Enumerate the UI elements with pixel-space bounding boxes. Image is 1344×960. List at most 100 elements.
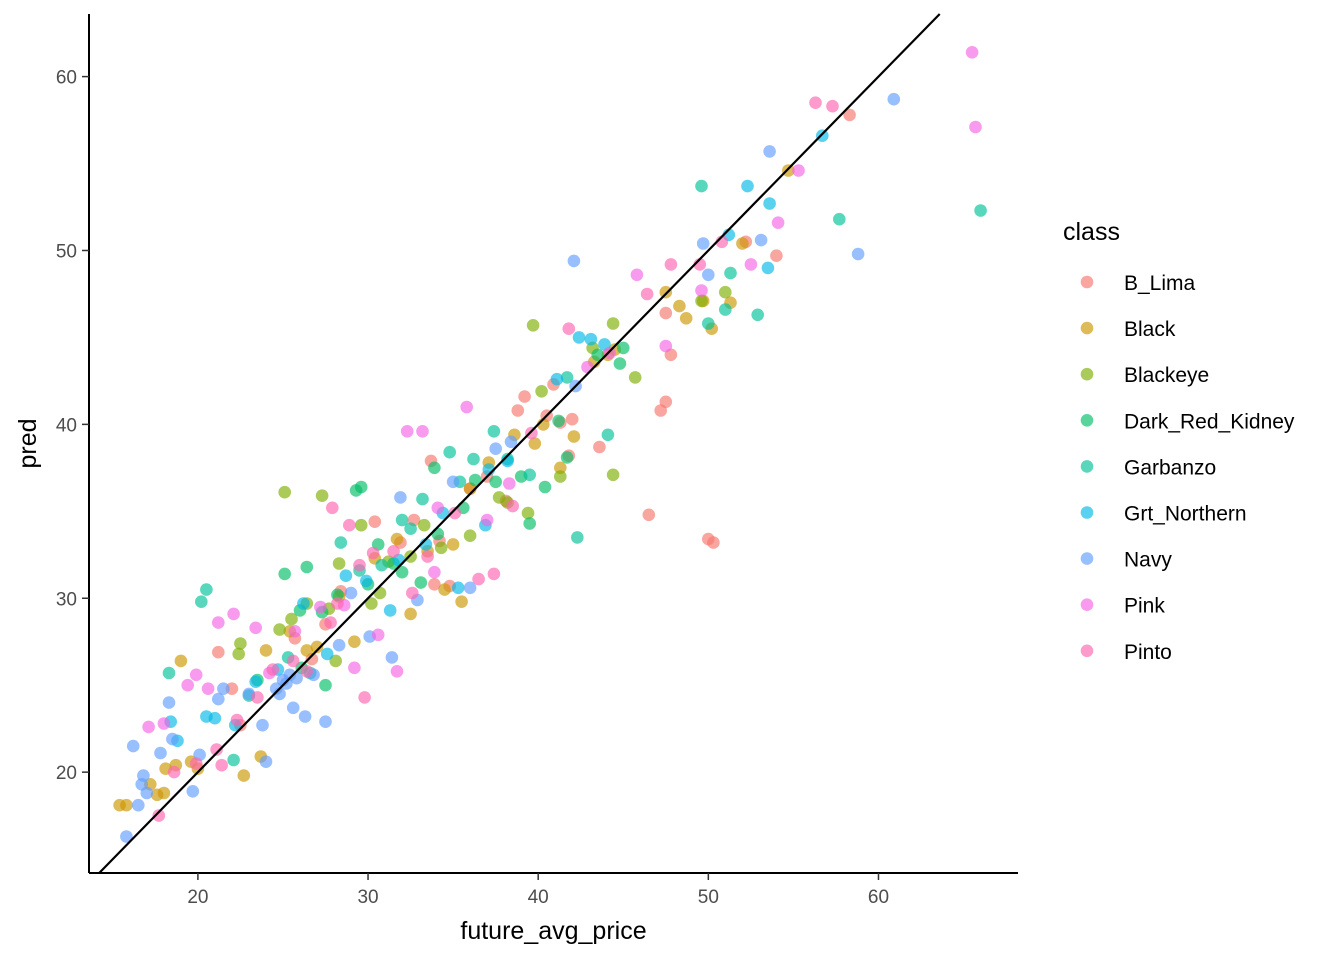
point [455,595,468,608]
legend-key [1080,644,1094,658]
point [212,616,225,629]
point [319,678,332,692]
series-b-lima [212,108,856,732]
point [782,164,795,177]
point [560,451,574,464]
point [387,545,400,558]
point [642,508,656,522]
point [887,92,901,106]
point [591,348,604,362]
point [518,390,531,403]
point [826,99,839,113]
point [354,480,368,494]
legend-item-b-lima: B_Lima [1080,272,1196,295]
y-tick-label: 40 [56,415,77,436]
legend-key [1080,598,1094,611]
point [751,308,764,322]
point [443,445,457,459]
point [251,691,264,704]
point [256,718,269,732]
point [290,671,303,685]
point [719,303,732,316]
point [603,346,616,360]
point [492,491,506,504]
point [137,769,150,782]
legend-label: Pinto [1124,641,1172,664]
point [332,638,346,652]
point [259,755,273,768]
point [300,665,314,678]
point [417,518,431,532]
point [613,357,627,370]
point [673,299,686,313]
point [736,237,749,250]
legend-key [1080,506,1094,519]
x-tick-label: 60 [868,887,889,908]
point [451,581,465,595]
legend: class B_Lima Black Blackeye Dark_Red_Kidney… [1063,218,1295,664]
point [833,212,846,226]
point [383,604,397,617]
point [816,129,829,142]
point [120,830,133,843]
point [969,120,982,134]
point [763,145,776,158]
point [310,640,324,654]
point [266,663,280,676]
point [487,425,501,438]
point [554,461,567,475]
legend-item-pink: Pink [1080,595,1165,618]
legend-key [1080,275,1094,289]
series-navy [120,92,901,843]
point [560,371,574,384]
point [162,666,176,680]
point [654,404,667,417]
point [314,600,327,614]
point [707,536,720,549]
point [200,583,213,596]
point [273,623,286,636]
point [554,470,567,483]
point [348,661,361,675]
point [390,532,404,546]
legend-key [1080,414,1094,427]
point [695,284,708,297]
point [617,341,630,355]
point [460,400,474,414]
point [298,710,312,723]
point [552,414,565,428]
point [526,319,540,332]
point [230,713,244,727]
point [695,294,708,308]
point [550,372,564,386]
point [572,331,586,344]
point [344,586,358,600]
point [428,578,441,591]
legend-item-navy: Navy [1080,549,1172,572]
point [606,317,620,330]
legend-item-blackeye: Blackeye [1080,364,1209,387]
point [659,306,673,320]
point [438,583,451,596]
y-axis-title: pred [14,418,42,468]
point [428,461,441,475]
point [421,550,434,563]
point [339,569,353,582]
point [285,612,298,626]
point [664,258,678,271]
point [142,720,155,734]
point [395,565,409,579]
x-tick-label: 40 [528,887,549,908]
point [249,621,262,635]
point [659,339,673,353]
point [428,565,441,579]
point [394,491,407,504]
point [201,682,215,695]
point [521,506,535,520]
point [416,492,429,506]
point [286,701,300,715]
legend-label: Pink [1124,595,1165,618]
point [567,254,581,268]
point [286,654,300,668]
